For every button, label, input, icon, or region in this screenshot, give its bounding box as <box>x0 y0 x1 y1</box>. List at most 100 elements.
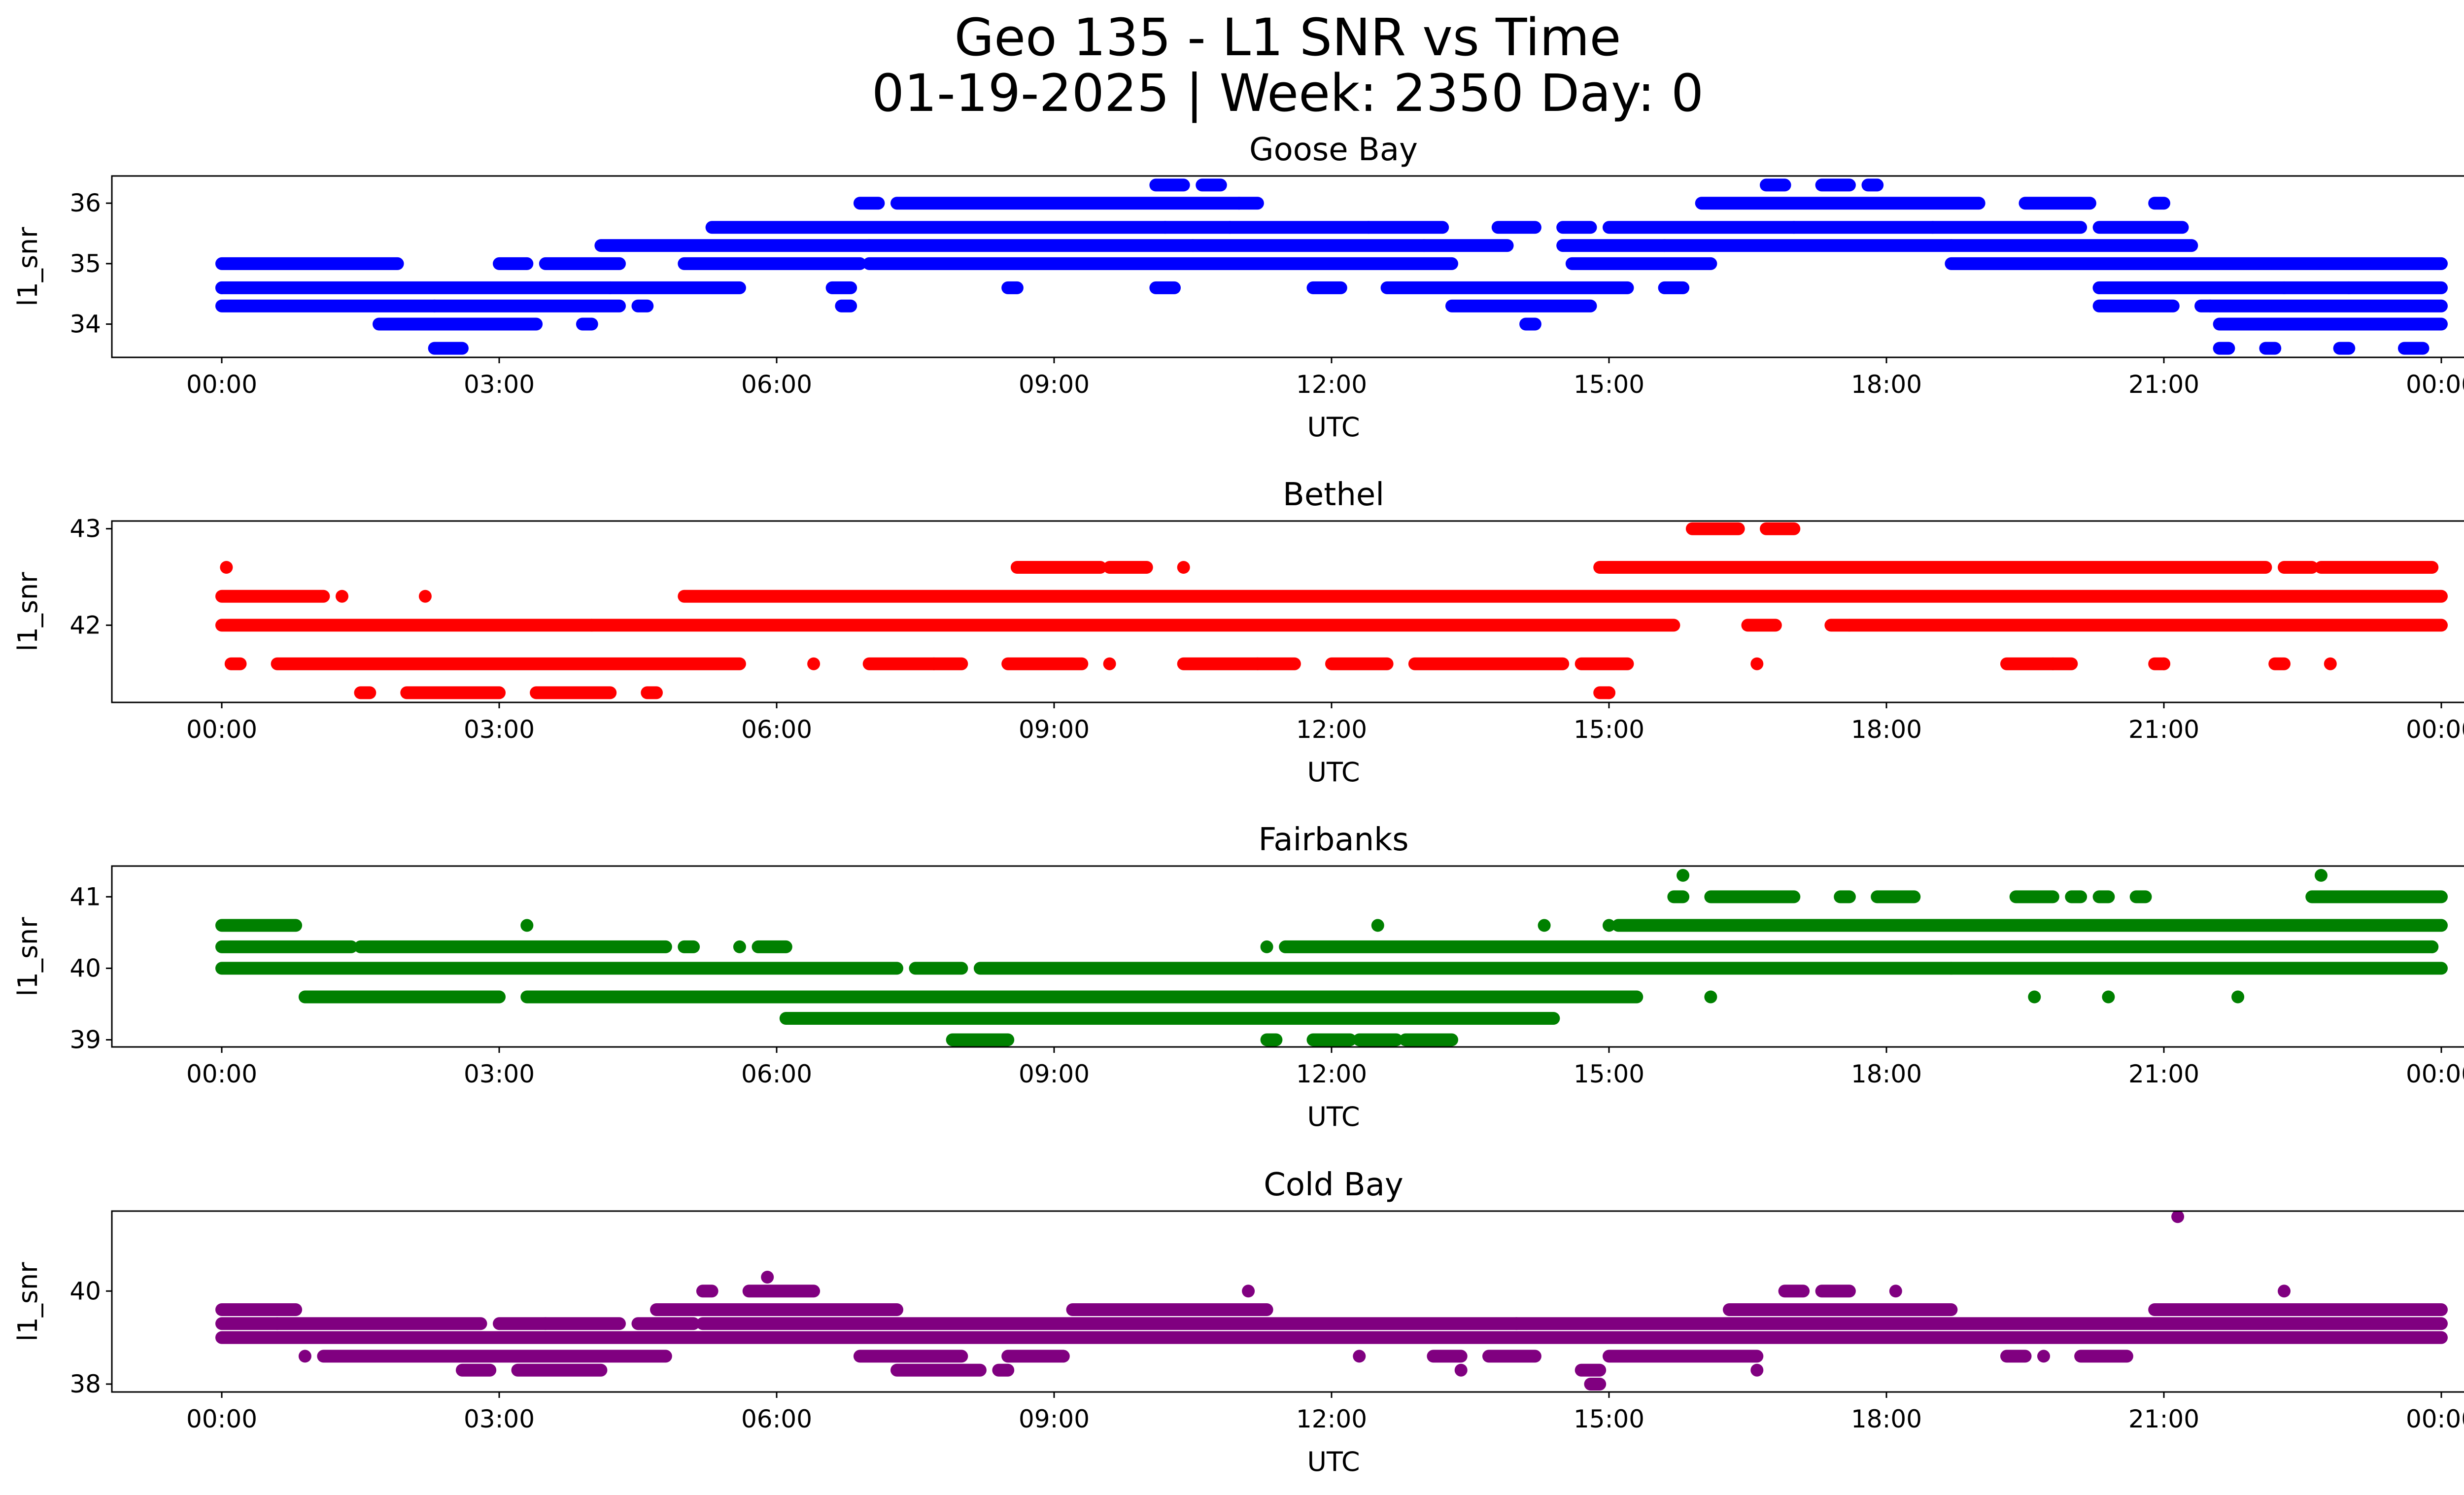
x-tick-label: 21:00 <box>2128 1405 2199 1433</box>
y-tick-label: 40 <box>69 1277 101 1305</box>
x-tick-label: 03:00 <box>464 1060 535 1088</box>
x-tick-label: 12:00 <box>1296 1405 1367 1433</box>
figure-title-line1: Geo 135 - L1 SNR vs Time <box>954 7 1621 68</box>
data-point <box>428 299 441 313</box>
bethel-panel: Bethel UTC l1_snr 00:00 03:00 06:00 09:00 12… <box>12 477 2464 788</box>
axes-frame <box>111 175 2464 358</box>
data-point <box>2342 281 2356 294</box>
data-point <box>1603 686 1615 699</box>
x-tick-label: 15:00 <box>1574 1405 1644 1433</box>
x-axis-label: UTC <box>1307 412 1360 443</box>
data-point <box>1510 1317 1523 1330</box>
x-tick-label: 15:00 <box>1574 370 1644 399</box>
data-point <box>2231 990 2245 1004</box>
panel-title: Bethel <box>1283 477 1384 513</box>
x-tick-label: 21:00 <box>2128 370 2199 399</box>
data-point <box>807 657 821 670</box>
axes-frame <box>111 1210 2464 1393</box>
y-tick-label: 41 <box>69 882 101 911</box>
data-point <box>1353 1350 1366 1363</box>
panel-title: Goose Bay <box>1249 132 1418 168</box>
data-point <box>1103 657 1116 670</box>
x-tick-label: 00:00 <box>186 1405 257 1433</box>
data-point <box>1186 239 1199 252</box>
data-point <box>2315 869 2327 882</box>
data-point <box>2171 1211 2185 1223</box>
data-point <box>1750 1363 1764 1377</box>
data-point <box>585 619 598 632</box>
y-tick-label: 39 <box>69 1025 101 1054</box>
scatter-points <box>215 869 2448 1046</box>
data-point <box>1843 619 1856 632</box>
data-point <box>1889 1285 1902 1298</box>
figure-title-line2: 01-19-2025 | Week: 2350 Day: 0 <box>872 63 1704 123</box>
y-tick-label: 40 <box>69 954 101 982</box>
x-tick-label: 00:00 <box>186 1060 257 1088</box>
data-point <box>1371 919 1384 932</box>
data-point <box>215 281 228 294</box>
panel-title: Cold Bay <box>1264 1167 1403 1203</box>
data-point <box>1750 657 1764 670</box>
y-axis-label: l1_snr <box>12 227 43 307</box>
data-point <box>862 239 876 252</box>
data-point <box>2092 281 2106 294</box>
x-tick-label: 21:00 <box>2128 715 2199 744</box>
x-tick-label: 15:00 <box>1574 1060 1644 1088</box>
data-point <box>2028 990 2041 1004</box>
data-point <box>520 919 534 932</box>
fairbanks-panel: Fairbanks UTC l1_snr 00:00 03:00 06:00 09:0… <box>12 822 2464 1132</box>
data-point <box>2278 1285 2291 1298</box>
x-axis-label: UTC <box>1307 1101 1360 1132</box>
data-point <box>2324 657 2337 670</box>
scatter-points <box>215 1211 2448 1391</box>
data-point <box>733 940 746 953</box>
x-axis-label: UTC <box>1307 757 1360 788</box>
x-tick-label: 06:00 <box>741 1060 812 1088</box>
data-point <box>1945 962 1958 975</box>
y-tick-label: 34 <box>69 310 101 339</box>
data-point <box>2278 281 2291 294</box>
y-axis-label: l1_snr <box>12 572 43 652</box>
x-tick-label: 21:00 <box>2128 1060 2199 1088</box>
y-axis-label: l1_snr <box>12 917 43 997</box>
x-tick-label: 15:00 <box>1574 715 1644 744</box>
x-tick-label: 18:00 <box>1851 1405 1922 1433</box>
x-tick-label: 12:00 <box>1296 370 1367 399</box>
y-tick-label: 38 <box>69 1370 101 1398</box>
x-axis-label: UTC <box>1307 1446 1360 1477</box>
data-point <box>539 1317 552 1330</box>
data-point <box>220 561 233 574</box>
data-point <box>2046 657 2059 670</box>
x-tick-label: 12:00 <box>1296 1060 1367 1088</box>
x-tick-label: 09:00 <box>1019 370 1090 399</box>
data-point <box>418 590 432 603</box>
data-point <box>1251 657 1264 670</box>
data-point <box>1787 221 1801 234</box>
y-tick-label: 43 <box>69 515 101 543</box>
data-point <box>1177 561 1190 574</box>
goose-bay-panel: Goose Bay UTC l1_snr 00:00 03:00 06:00 09:0… <box>12 132 2464 443</box>
data-point <box>2037 1350 2050 1363</box>
data-point <box>2203 299 2217 313</box>
x-tick-label: 18:00 <box>1851 370 1922 399</box>
data-point <box>1417 239 1431 252</box>
data-point <box>604 281 617 294</box>
data-point <box>1704 990 1717 1004</box>
x-tick-label: 09:00 <box>1019 715 1090 744</box>
y-tick-label: 35 <box>69 249 101 278</box>
x-tick-label: 00:00 <box>186 370 257 399</box>
y-tick-label: 36 <box>69 189 101 217</box>
data-point <box>1223 221 1236 234</box>
data-point <box>2157 657 2170 670</box>
x-tick-label: 06:00 <box>741 715 812 744</box>
x-tick-label: 00:00 <box>2406 715 2464 744</box>
x-tick-label: 18:00 <box>1851 715 1922 744</box>
data-point <box>1945 239 1958 252</box>
x-tick-label: 18:00 <box>1851 1060 1922 1088</box>
data-point <box>1538 919 1551 932</box>
cold-bay-panel: Cold Bay UTC l1_snr 00:00 03:00 06:00 09:00… <box>12 1167 2464 1477</box>
x-tick-label: 03:00 <box>464 1405 535 1433</box>
x-tick-label: 03:00 <box>464 370 535 399</box>
x-tick-label: 00:00 <box>2406 1060 2464 1088</box>
data-point <box>336 590 348 603</box>
